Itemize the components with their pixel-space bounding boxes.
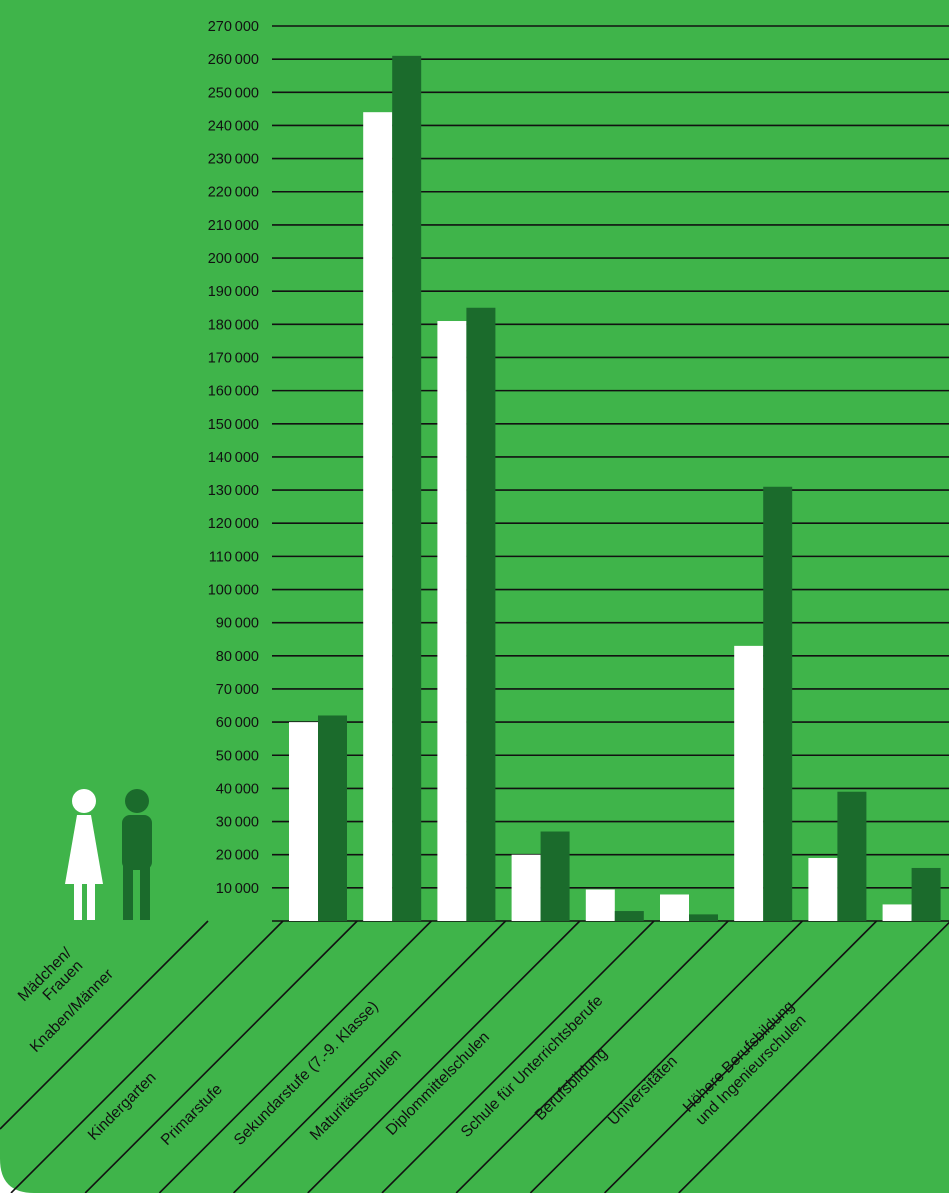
male-bar (763, 486, 793, 921)
y-tick-label: 80 000 (216, 649, 259, 665)
legend-separator (0, 920, 209, 1130)
y-tick-label: 190 000 (208, 284, 259, 300)
y-tick-labels: 10 000 20 000 30 000 40 000 50 000 60 000 70 0… (208, 19, 259, 897)
y-tick-label: 120 000 (208, 516, 259, 532)
male-bar (540, 831, 570, 921)
female-bar (289, 722, 318, 921)
female-head (72, 789, 96, 813)
female-bar (660, 894, 689, 921)
y-tick-label: 10 000 (216, 881, 259, 897)
category-separator (455, 920, 729, 1193)
y-tick-label: 130 000 (208, 483, 259, 499)
y-tick-label: 210 000 (208, 218, 259, 234)
male-figure-icon (122, 789, 152, 920)
male-bar (911, 867, 941, 921)
male-leg (123, 862, 133, 920)
female-leg (74, 884, 82, 920)
category-separator (307, 920, 581, 1193)
y-tick-label: 20 000 (216, 848, 259, 864)
male-head (125, 789, 149, 813)
male-bar (837, 791, 867, 921)
y-tick-label: 40 000 (216, 781, 259, 797)
y-tick-label: 110 000 (209, 549, 259, 565)
category-separator (529, 920, 803, 1193)
category-separator (381, 920, 655, 1193)
category-separator (604, 920, 878, 1193)
category-separator (158, 920, 432, 1193)
category-separator (678, 921, 949, 1193)
y-tick-label: 50 000 (216, 748, 259, 764)
female-bar (808, 858, 838, 921)
male-bar (689, 914, 718, 921)
female-dress (65, 815, 103, 884)
male-bar (392, 55, 422, 922)
y-tick-label: 260 000 (208, 52, 259, 68)
category-separator (84, 920, 358, 1193)
female-bar (585, 889, 615, 921)
female-bar (363, 112, 393, 922)
y-tick-label: 90 000 (216, 616, 259, 632)
female-leg (87, 884, 95, 920)
y-tick-label: 220 000 (208, 185, 259, 201)
category-separator (233, 920, 507, 1193)
y-tick-label: 240 000 (208, 118, 259, 134)
male-bar (318, 715, 347, 921)
female-figure-icon (65, 789, 103, 920)
y-tick-label: 100 000 (208, 583, 259, 599)
y-tick-label: 250 000 (208, 85, 259, 101)
y-tick-label: 150 000 (208, 417, 259, 433)
category-separators (0, 920, 949, 1193)
category-separator (10, 920, 284, 1193)
y-tick-label: 70 000 (216, 682, 259, 698)
y-tick-label: 230 000 (208, 152, 259, 168)
female-bar (511, 854, 541, 921)
y-tick-label: 180 000 (208, 317, 259, 333)
male-leg (140, 862, 150, 920)
female-bar (882, 904, 912, 921)
y-tick-label: 30 000 (216, 815, 259, 831)
y-tick-label: 170 000 (208, 350, 259, 366)
bars (289, 55, 941, 922)
y-tick-label: 60 000 (216, 715, 259, 731)
male-torso (122, 815, 152, 870)
y-tick-label: 160 000 (208, 384, 259, 400)
male-bar (614, 911, 644, 921)
y-tick-label: 270 000 (208, 19, 259, 35)
female-bar (734, 645, 764, 921)
y-tick-label: 200 000 (208, 251, 259, 267)
female-bar (437, 321, 467, 921)
male-bar (466, 307, 496, 921)
y-tick-label: 140 000 (208, 450, 259, 466)
